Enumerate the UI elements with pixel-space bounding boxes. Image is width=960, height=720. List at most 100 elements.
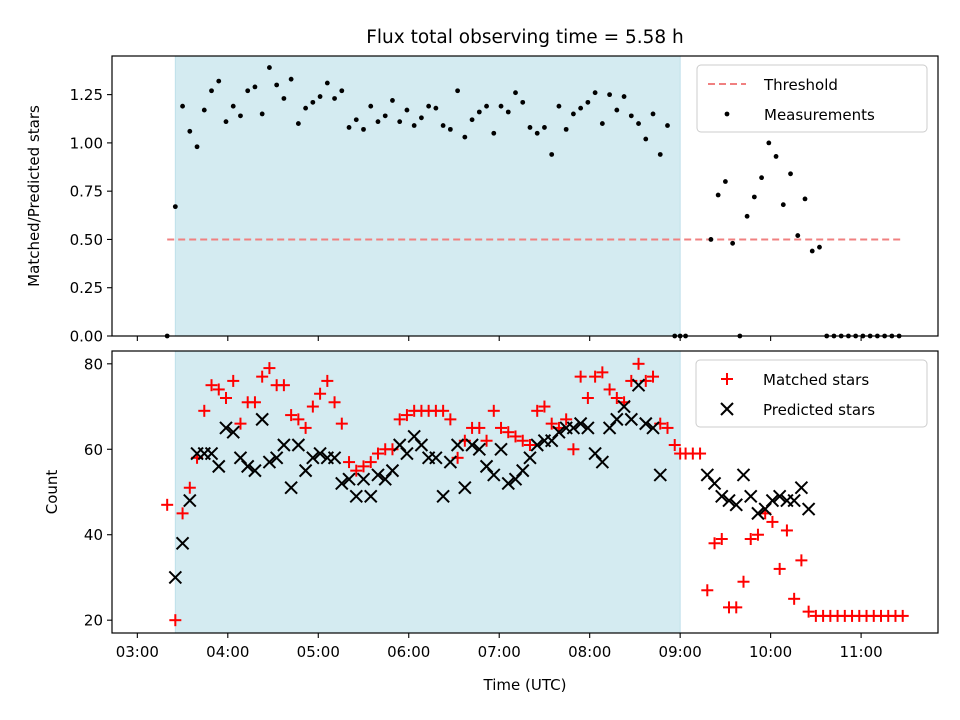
- legend-measurements-label: Measurements: [764, 106, 875, 124]
- measurement-point: [353, 117, 359, 123]
- predicted-star-point: [277, 438, 291, 452]
- predicted-star-point: [414, 438, 429, 452]
- measurement-point: [339, 88, 345, 94]
- bottom-y-tick-label: 40: [84, 526, 103, 544]
- measurement-point: [368, 103, 374, 109]
- bottom-legend-box: [695, 359, 928, 428]
- matched-star-point: [299, 421, 312, 434]
- predicted-star-point: [736, 468, 751, 482]
- observing-window-top: [174, 55, 681, 337]
- measurement-point: [578, 105, 584, 111]
- measurement-point: [267, 65, 272, 70]
- measurement-point: [252, 84, 258, 90]
- measurement-point: [180, 103, 185, 109]
- measurement-point: [274, 82, 280, 88]
- predicted-star-point: [631, 378, 646, 392]
- measurement-point: [209, 88, 214, 94]
- bottom-x-tick-label: 08:00: [568, 643, 611, 661]
- measurement-point: [245, 88, 251, 94]
- matched-star-point: [176, 507, 189, 520]
- bottom-legend: Matched stars Predicted stars: [695, 359, 928, 428]
- matched-star-point: [516, 434, 529, 447]
- predicted-star-point: [610, 412, 624, 427]
- measurement-point: [592, 90, 598, 96]
- bottom-y-axis-label: Count: [43, 470, 61, 515]
- predicted-star-point: [573, 416, 588, 431]
- top-x-axis: [136, 336, 862, 341]
- measurement-point: [817, 244, 822, 250]
- matched-star-point: [371, 447, 384, 460]
- observing-window-bottom: [174, 350, 681, 634]
- bottom-x-tick-label: 10:00: [749, 643, 792, 661]
- predicted-star-point: [617, 399, 631, 414]
- predicted-star-point: [306, 451, 320, 465]
- matched-star-point: [751, 528, 764, 541]
- matched-star-point: [212, 383, 225, 396]
- matched-star-point: [773, 562, 786, 575]
- matched-star-point: [744, 533, 757, 545]
- matched-star-point: [737, 575, 750, 588]
- predicted-star-point: [175, 536, 190, 550]
- matched-star-point: [668, 439, 681, 451]
- matched-star-point: [780, 524, 793, 537]
- chart-title: Flux total observing time = 5.58 h: [366, 27, 684, 48]
- matched-star-point: [502, 426, 515, 439]
- matched-star-point: [581, 392, 594, 404]
- matched-star-point: [509, 430, 522, 443]
- measurement-point: [324, 80, 330, 86]
- bottom-x-axis: 03:00 04:00 05:00 06:00 07:00 08:00 09:00 10:00…: [116, 633, 883, 661]
- matched-star-point: [198, 404, 211, 417]
- measurement-point: [744, 213, 750, 219]
- predicted-star-point: [212, 459, 226, 474]
- bottom-x-tick-label: 07:00: [478, 643, 521, 661]
- matched-star-point: [495, 421, 508, 434]
- bottom-y-tick-label: 20: [84, 612, 103, 630]
- measurement-point: [230, 103, 236, 109]
- top-legend: Threshold Measurements: [696, 64, 928, 133]
- measurement-point: [288, 76, 294, 82]
- measurement-point: [216, 78, 222, 84]
- predicted-star-point: [715, 489, 729, 503]
- measurement-point: [708, 237, 714, 242]
- matched-star-point: [285, 409, 298, 422]
- measurement-point: [187, 128, 193, 134]
- predicted-star-point: [765, 493, 780, 508]
- measurement-point: [223, 119, 229, 125]
- matched-star-point: [560, 413, 573, 426]
- measurement-point: [534, 130, 540, 136]
- predicted-star-point: [552, 425, 566, 439]
- predicted-star-point: [400, 446, 414, 461]
- predicted-star-point: [772, 489, 787, 503]
- measurement-point: [542, 125, 547, 130]
- matched-star-point: [523, 439, 536, 451]
- predicted-star-point: [787, 493, 801, 508]
- measurement-point: [773, 154, 779, 159]
- bottom-x-tick-label: 03:00: [116, 643, 159, 661]
- matched-star-point: [219, 392, 232, 404]
- measurement-point: [433, 105, 439, 111]
- predicted-star-point: [291, 438, 306, 452]
- matched-star-point: [632, 357, 645, 370]
- top-panel: 0.00 0.25 0.50 0.75 1.00 1.25 Matched/Predict…: [25, 55, 939, 346]
- predicted-star-point: [443, 455, 458, 469]
- matched-star-point: [473, 421, 486, 434]
- predicted-star-point: [450, 438, 465, 452]
- legend-predicted-swatch: [720, 402, 734, 416]
- matched-star-point: [802, 605, 815, 618]
- measurement-point: [447, 126, 453, 132]
- measurement-point: [390, 98, 395, 103]
- bottom-x-tick-label: 09:00: [659, 643, 702, 661]
- measurement-point: [795, 233, 801, 238]
- measurement-point: [476, 109, 482, 115]
- predicted-star-point: [183, 493, 197, 508]
- matched-star-point: [357, 460, 370, 473]
- predicted-star-point: [436, 489, 450, 503]
- measurement-point: [411, 123, 417, 128]
- predicted-star-point: [255, 412, 269, 427]
- measurement-point: [643, 136, 649, 142]
- measurement-point: [303, 105, 309, 111]
- matched-star-point: [306, 400, 319, 413]
- matched-star-point: [314, 387, 327, 400]
- matched-star-point: [480, 434, 493, 447]
